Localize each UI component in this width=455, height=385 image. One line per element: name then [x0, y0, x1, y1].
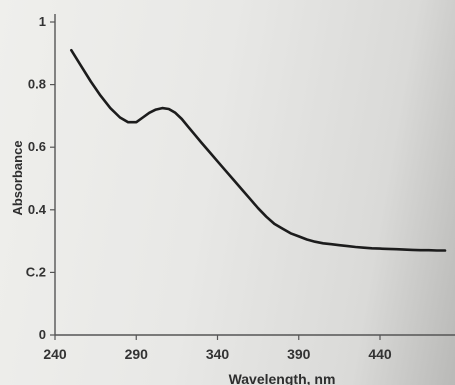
y-tick-label: 0.6 [28, 139, 46, 154]
y-tick-label: 1 [39, 14, 46, 29]
x-tick-label: 390 [287, 346, 311, 362]
series-layer [70, 48, 447, 252]
tick-labels: 0 C.2 0.4 0.6 0.8 1 240 290 340 390 440 [26, 14, 392, 362]
y-tick-label: 0.8 [28, 77, 46, 92]
x-axis-label: Wavelength, nm [229, 371, 336, 385]
y-tick-label: 0.4 [28, 202, 47, 217]
x-tick-label: 340 [206, 346, 230, 362]
y-tick-label: 0 [39, 327, 46, 342]
x-tick-label: 440 [368, 346, 392, 362]
x-tick-label: 240 [43, 346, 67, 362]
x-tick-label: 290 [125, 346, 149, 362]
y-tick-label: C.2 [26, 264, 46, 279]
absorbance-line [70, 48, 447, 252]
axes [50, 14, 455, 340]
y-axis-label: Absorbance [10, 140, 25, 215]
